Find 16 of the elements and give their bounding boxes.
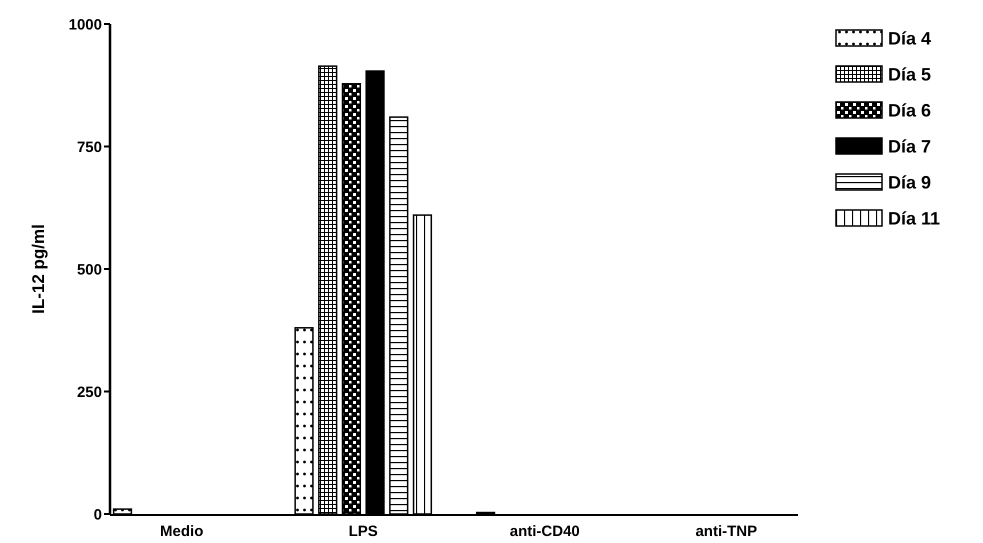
y-tick-label: 750: [76, 138, 102, 156]
x-tick-label: Medio: [160, 523, 204, 540]
x-tick-label: anti-CD40: [510, 523, 580, 540]
legend-label: Día 4: [888, 28, 932, 48]
y-tick-label: 250: [76, 384, 102, 401]
y-axis-title: IL-12 pg/ml: [29, 224, 48, 314]
legend-label: Día 11: [888, 208, 940, 228]
legend-label: Día 5: [888, 64, 932, 84]
legend-label: Día 7: [888, 136, 932, 156]
x-tick-label: anti-TNP: [695, 523, 758, 540]
legend-label: Día 9: [888, 172, 932, 192]
y-tick-label: 500: [76, 261, 102, 278]
y-tick-label: 1000: [68, 16, 102, 34]
x-tick-label: LPS: [348, 523, 378, 540]
legend-label: Día 6: [888, 100, 932, 120]
y-tick-label: 0: [94, 506, 102, 524]
